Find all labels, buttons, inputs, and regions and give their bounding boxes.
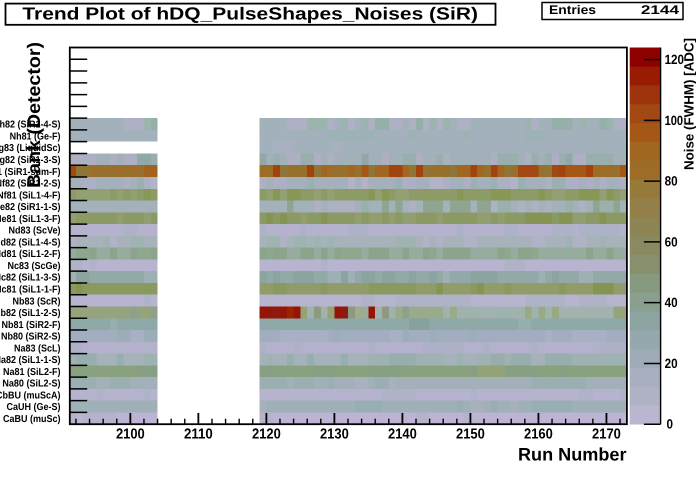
svg-text:100: 100 [665, 113, 684, 128]
svg-text:2144: 2144 [641, 3, 679, 17]
svg-text:2100: 2100 [116, 426, 145, 442]
svg-text:Nc82 (SiL1-3-S): Nc82 (SiL1-3-S) [0, 273, 61, 284]
svg-text:40: 40 [665, 295, 678, 310]
svg-text:Bank (Detector): Bank (Detector) [24, 42, 44, 188]
svg-text:Nb80 (SiR2-S): Nb80 (SiR2-S) [1, 332, 61, 343]
svg-text:Run Number: Run Number [518, 444, 627, 464]
svg-text:Entries: Entries [549, 3, 596, 17]
svg-text:Noise (FWHM) [ADC]: Noise (FWHM) [ADC] [682, 38, 696, 170]
svg-text:Trend Plot of hDQ_PulseShapes_: Trend Plot of hDQ_PulseShapes_Noises (Si… [22, 4, 478, 24]
svg-text:Na81 (SiL2-F): Na81 (SiL2-F) [3, 367, 61, 378]
svg-text:2150: 2150 [456, 426, 485, 442]
svg-text:Na80 (SiL2-S): Na80 (SiL2-S) [2, 379, 60, 390]
svg-text:Nb83 (ScR): Nb83 (ScR) [13, 296, 61, 307]
svg-text:Ne82 (SiR1-1-S): Ne82 (SiR1-1-S) [0, 202, 61, 213]
svg-text:2120: 2120 [252, 426, 281, 442]
svg-text:Nc81 (SiL1-1-F): Nc81 (SiL1-1-F) [0, 284, 61, 295]
svg-text:Ne81 (SiL1-3-F): Ne81 (SiL1-3-F) [0, 214, 61, 225]
svg-text:CaUH (Ge-S): CaUH (Ge-S) [7, 402, 61, 413]
svg-text:2110: 2110 [184, 426, 213, 442]
svg-text:2140: 2140 [388, 426, 417, 442]
svg-text:0: 0 [667, 417, 674, 432]
svg-text:Na82 (SiL1-1-S): Na82 (SiL1-1-S) [0, 355, 61, 366]
svg-text:Nd81 (SiL1-2-F): Nd81 (SiL1-2-F) [0, 249, 61, 260]
svg-text:2160: 2160 [524, 426, 553, 442]
svg-text:CbBU (muScA): CbBU (muScA) [0, 390, 61, 401]
svg-text:Nd83 (ScVe): Nd83 (ScVe) [9, 226, 61, 237]
svg-text:20: 20 [665, 356, 678, 371]
svg-text:2170: 2170 [592, 426, 621, 442]
svg-text:Nb81 (SiR2-F): Nb81 (SiR2-F) [2, 320, 61, 331]
svg-text:80: 80 [665, 174, 678, 189]
svg-text:60: 60 [665, 234, 678, 249]
svg-text:Na83 (ScL): Na83 (ScL) [14, 343, 61, 354]
svg-text:Nb82 (SiL1-2-S): Nb82 (SiL1-2-S) [0, 308, 61, 319]
svg-text:Nd82 (SiL1-4-S): Nd82 (SiL1-4-S) [0, 237, 61, 248]
svg-text:Nf81 (SiL1-4-F): Nf81 (SiL1-4-F) [0, 190, 61, 201]
svg-text:CaBU (muSc): CaBU (muSc) [3, 414, 61, 425]
svg-text:Nc83 (ScGe): Nc83 (ScGe) [8, 261, 61, 272]
svg-text:2130: 2130 [320, 426, 349, 442]
